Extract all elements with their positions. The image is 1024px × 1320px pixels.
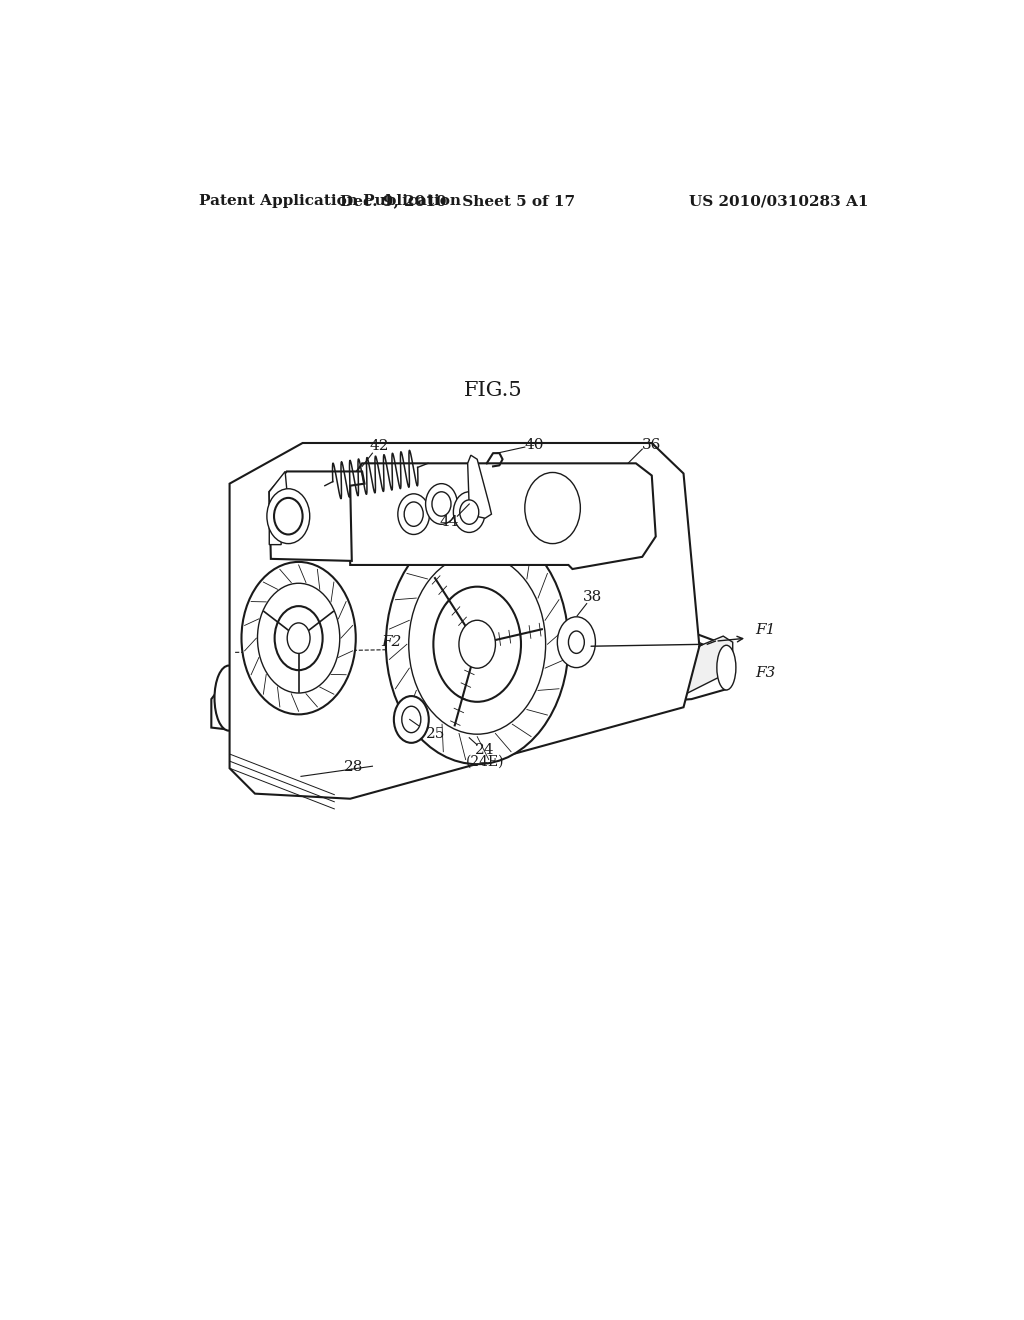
Ellipse shape <box>267 488 309 544</box>
Polygon shape <box>673 636 733 696</box>
Text: 38: 38 <box>583 590 602 605</box>
Text: (24E): (24E) <box>466 755 505 770</box>
Polygon shape <box>229 444 699 799</box>
Ellipse shape <box>257 583 340 693</box>
Text: US 2010/0310283 A1: US 2010/0310283 A1 <box>689 194 868 209</box>
Ellipse shape <box>394 696 429 743</box>
Ellipse shape <box>433 586 521 702</box>
Ellipse shape <box>404 502 423 527</box>
Ellipse shape <box>397 494 430 535</box>
Polygon shape <box>269 471 365 561</box>
Text: 42: 42 <box>369 440 388 453</box>
Text: F1: F1 <box>755 623 775 638</box>
Ellipse shape <box>525 473 581 544</box>
Text: 36: 36 <box>642 438 662 451</box>
Polygon shape <box>348 463 655 569</box>
Polygon shape <box>468 455 492 519</box>
Ellipse shape <box>274 606 323 671</box>
Ellipse shape <box>274 498 303 535</box>
Text: F2: F2 <box>381 635 401 649</box>
Ellipse shape <box>386 524 568 764</box>
Ellipse shape <box>426 483 458 524</box>
Text: FIG.5: FIG.5 <box>464 380 522 400</box>
Ellipse shape <box>409 554 546 734</box>
Ellipse shape <box>401 706 421 733</box>
Ellipse shape <box>432 492 451 516</box>
Polygon shape <box>269 471 287 545</box>
Ellipse shape <box>242 562 355 714</box>
Text: 28: 28 <box>344 760 364 775</box>
Text: 24: 24 <box>475 743 495 756</box>
Ellipse shape <box>287 623 310 653</box>
Text: Dec. 9, 2010   Sheet 5 of 17: Dec. 9, 2010 Sheet 5 of 17 <box>340 194 574 209</box>
Ellipse shape <box>557 616 595 668</box>
Ellipse shape <box>460 500 479 524</box>
Ellipse shape <box>459 620 496 668</box>
Text: F3: F3 <box>755 665 775 680</box>
Text: 25: 25 <box>426 727 445 741</box>
Ellipse shape <box>717 645 736 690</box>
Text: 40: 40 <box>524 438 544 451</box>
Text: 44: 44 <box>439 515 459 529</box>
Polygon shape <box>211 632 733 731</box>
Ellipse shape <box>214 665 243 731</box>
Ellipse shape <box>568 631 585 653</box>
Text: Patent Application Publication: Patent Application Publication <box>200 194 462 209</box>
Ellipse shape <box>454 492 485 532</box>
